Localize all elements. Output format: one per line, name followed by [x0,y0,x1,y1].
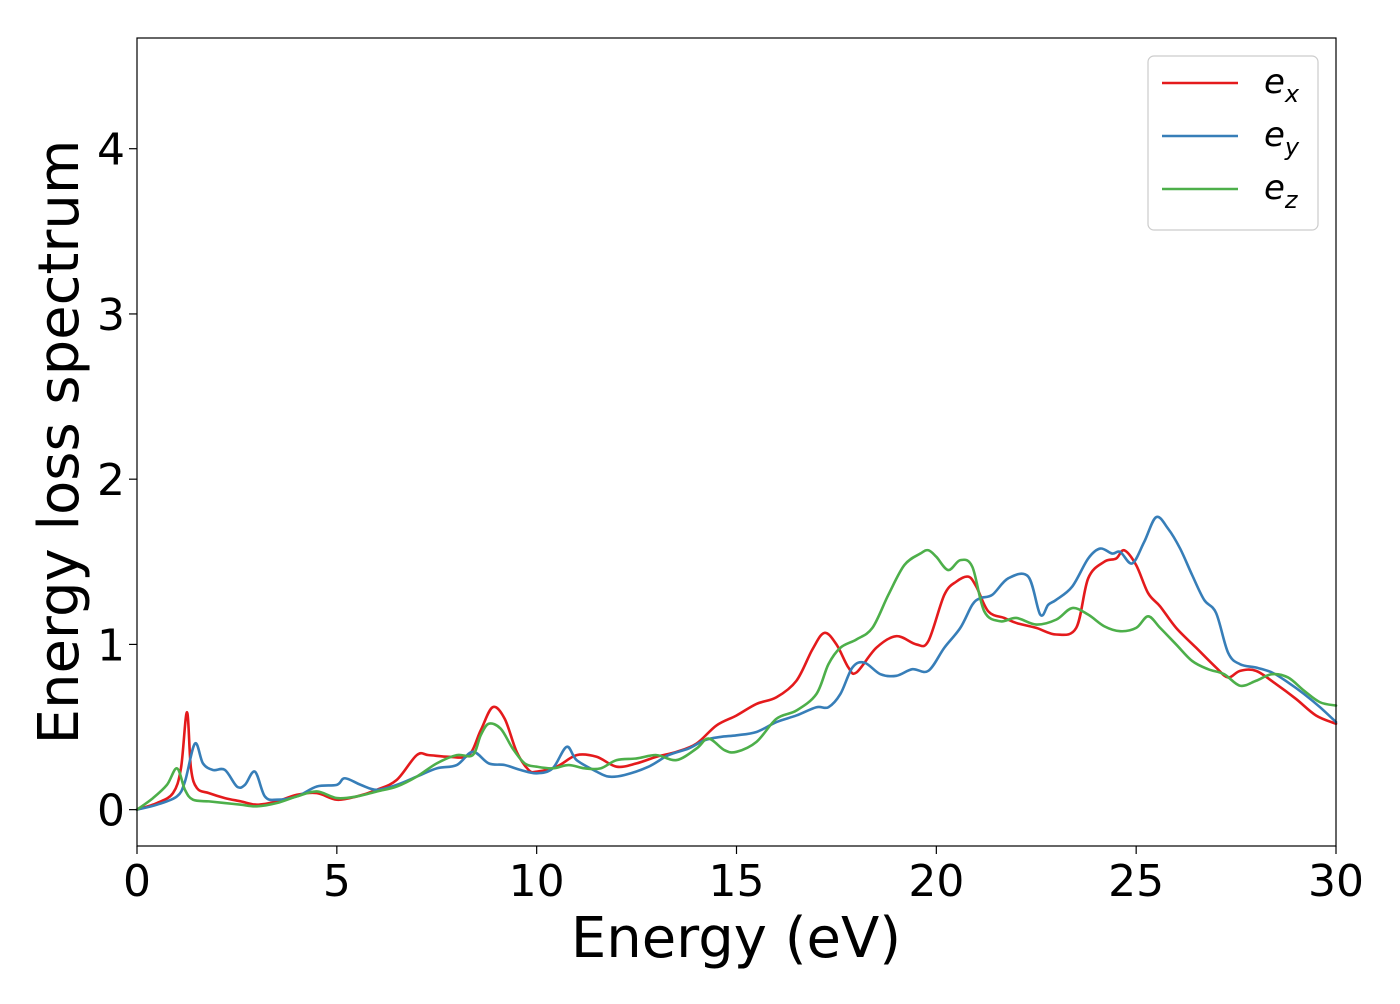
y-tick-label: 0 [97,786,125,837]
y-axis: 0 1 2 3 4 [97,125,137,837]
legend-label-z: ez [1264,168,1299,214]
y-tick-label: 4 [97,125,125,176]
series-line-x [135,548,1338,811]
series-line-z [135,548,1338,811]
y-tick-label: 3 [97,290,125,341]
series-layer [135,515,1338,811]
legend-items: ex ey ez [1162,62,1300,214]
y-axis-title: Energy loss spectrum [27,140,92,745]
y-tick-label: 1 [97,620,125,671]
x-tick-label: 10 [509,856,565,907]
legend-label-y: ey [1264,115,1300,161]
x-axis: 0 5 10 15 20 25 30 [123,846,1364,907]
x-axis-title: Energy (eV) [571,906,901,971]
legend-box [1147,55,1319,231]
series-line-y [135,515,1338,811]
y-tick-label: 2 [97,455,125,506]
x-tick-label: 0 [123,856,151,907]
legend-label-x: ex [1264,62,1300,108]
x-tick-label: 15 [709,856,765,907]
x-tick-label: 20 [908,856,964,907]
x-tick-label: 5 [323,856,351,907]
x-tick-label: 30 [1308,856,1364,907]
legend: ex ey ez [1147,55,1319,231]
x-tick-label: 25 [1108,856,1164,907]
